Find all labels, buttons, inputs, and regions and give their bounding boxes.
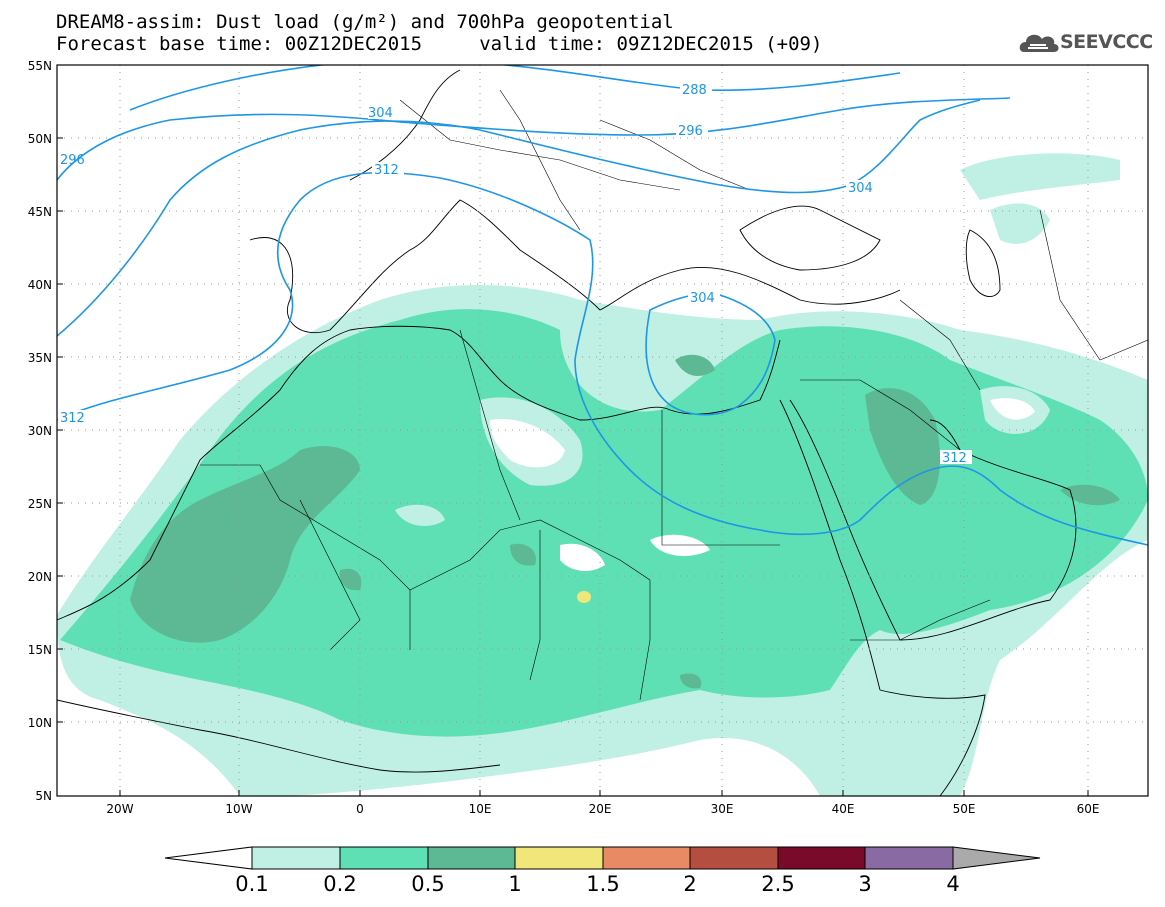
colorbar-low-arrow [164, 846, 253, 870]
coastline-arabia [899, 419, 1077, 641]
dust-region-0.5 [130, 446, 360, 643]
border [850, 599, 991, 641]
lon-tick-label: 0 [356, 802, 364, 816]
clear-area [560, 543, 605, 572]
contour-304 [57, 99, 981, 337]
border [459, 329, 521, 521]
colorbar-swatch [864, 846, 954, 870]
colorbar-label: 0.1 [235, 872, 269, 896]
colorbar-swatch [251, 846, 341, 870]
contour-label: 304 [848, 181, 873, 196]
border [299, 499, 361, 651]
contour-label: 296 [60, 153, 85, 168]
colorbar-swatch [427, 846, 516, 870]
clear-area [650, 534, 710, 556]
colorbar-swatch [339, 846, 429, 870]
clear-area [490, 419, 565, 468]
contour-label: 312 [60, 411, 85, 426]
contour-label: 288 [682, 83, 707, 98]
cloud-logo-icon [1019, 34, 1059, 52]
contour-label: 296 [678, 124, 703, 139]
dust-region-0.5 [680, 673, 702, 689]
colorbar-high-arrow [952, 846, 1041, 870]
lat-tick-label: 10N [28, 716, 52, 730]
colorbar-label: 1.5 [586, 872, 620, 896]
logo-text: SEEVCCC [1060, 31, 1153, 53]
border [529, 530, 541, 681]
colorbar-label: 4 [946, 872, 960, 896]
lat-tick-label: 35N [28, 351, 52, 365]
dust-region-0.1-north [960, 153, 1120, 200]
border [661, 410, 780, 546]
coastline-red-sea [779, 399, 881, 691]
border [899, 299, 981, 391]
lat-tick-label: 45N [28, 205, 52, 219]
title-line-2: Forecast base time: 00Z12DEC2015 valid t… [56, 33, 823, 55]
coastline-europe [249, 199, 901, 334]
lat-tick-label: 25N [28, 497, 52, 511]
lon-tick-label: 40E [832, 802, 855, 816]
dust-region-0.5 [339, 568, 362, 591]
contour-label: 312 [942, 451, 967, 466]
lon-tick-label: 30E [711, 802, 734, 816]
colorbar-swatch [689, 846, 779, 870]
border [639, 580, 651, 701]
coastline-western-europe [349, 69, 461, 181]
lat-tick-label: 55N [28, 59, 52, 73]
colorbar-label: 3 [858, 872, 872, 896]
colorbar-label: 0.5 [411, 872, 445, 896]
lon-tick-label: 50E [953, 802, 976, 816]
lat-tick-label: 40N [28, 278, 52, 292]
colorbar-swatch [777, 846, 866, 870]
dust-region-0.5 [675, 354, 715, 376]
colorbar-swatch [602, 846, 691, 870]
coastline-black-sea [739, 205, 881, 271]
coastline-red-sea-east [789, 399, 901, 641]
lat-tick-label: 20N [28, 570, 52, 584]
coastline-west-africa [57, 699, 501, 773]
colorbar-label: 1 [508, 872, 522, 896]
coastline-north-africa [57, 325, 781, 621]
border [409, 519, 651, 591]
border [499, 89, 581, 231]
clear-area [395, 504, 445, 526]
border [1039, 209, 1148, 361]
colorbar-swatch [514, 846, 604, 870]
contour-312 [57, 171, 1148, 546]
lat-tick-label: 30N [28, 424, 52, 438]
contour-288 [129, 65, 901, 111]
border [599, 119, 751, 191]
coastline-horn [879, 689, 986, 796]
colorbar [164, 846, 1041, 870]
contour-296 [57, 97, 1011, 181]
lon-tick-label: 20E [589, 802, 612, 816]
contour-label: 304 [368, 106, 393, 121]
dust-region-0.5 [510, 543, 536, 566]
dust-region-0.5 [865, 388, 940, 505]
border [800, 379, 961, 451]
lon-tick-label: 10E [469, 802, 492, 816]
lon-tick-label: 20W [106, 802, 133, 816]
lat-tick-label: 15N [28, 643, 52, 657]
contour-label: 312 [374, 163, 399, 178]
title-line-1: DREAM8-assim: Dust load (g/m²) and 700hP… [56, 11, 674, 33]
colorbar-label: 2 [683, 872, 697, 896]
clear-area [990, 398, 1035, 420]
dust-region-0.1-caspian [990, 203, 1050, 244]
coastline-caspian [965, 229, 1001, 297]
lon-tick-label: 10W [225, 802, 252, 816]
border [399, 99, 681, 191]
colorbar-label: 2.5 [761, 872, 795, 896]
dust-region-0.5 [1060, 484, 1120, 506]
lon-tick-label: 60E [1077, 802, 1100, 816]
lat-tick-label: 50N [28, 132, 52, 146]
contour-label: 304 [690, 291, 715, 306]
dust-region-1 [577, 591, 591, 603]
colorbar-label: 0.2 [323, 872, 357, 896]
lat-tick-label: 5N [35, 789, 52, 803]
